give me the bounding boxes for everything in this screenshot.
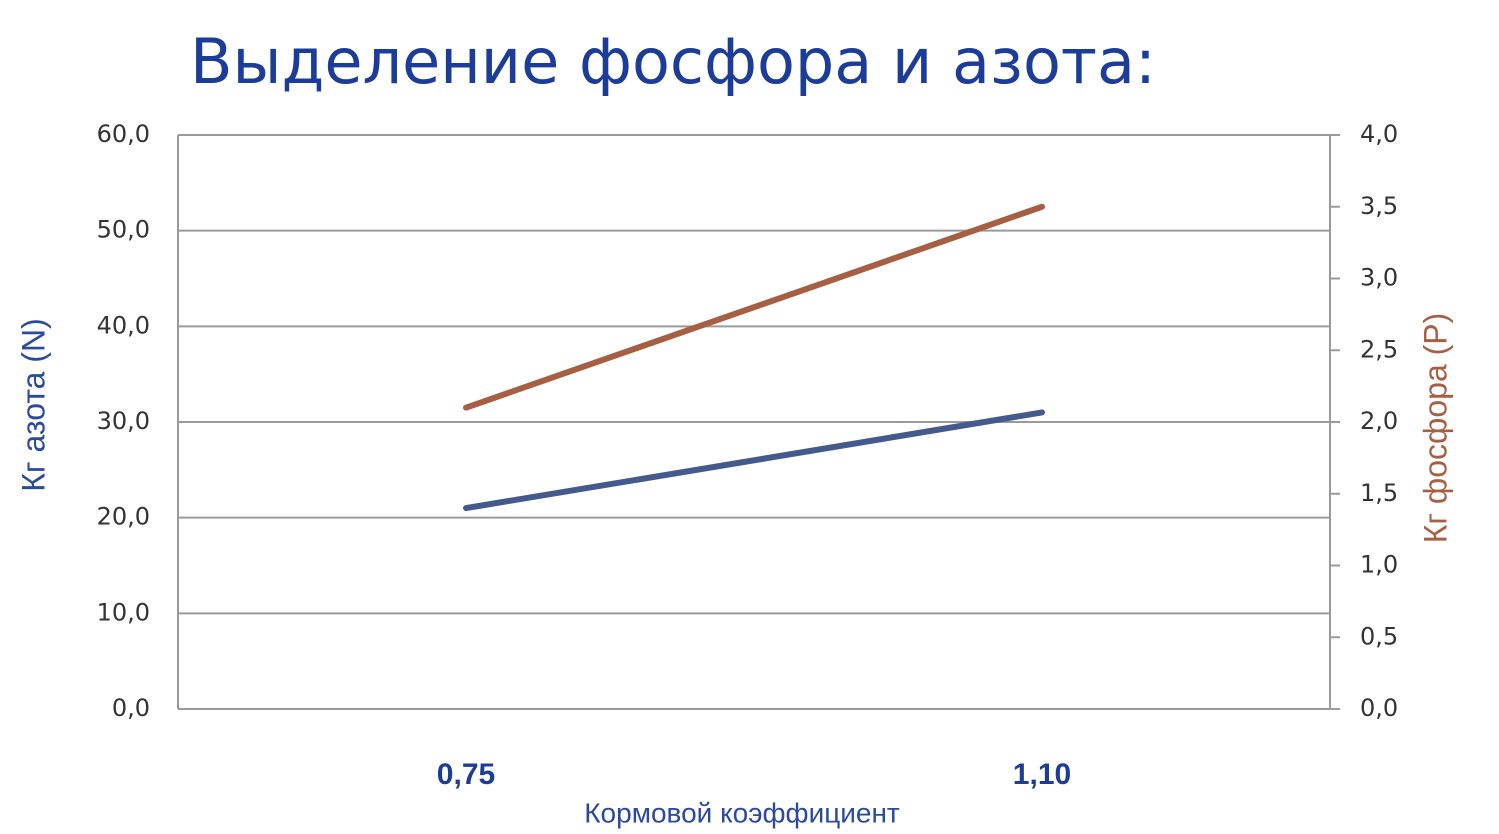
- y2-tick-label: 1,0: [1360, 551, 1398, 579]
- y-tick-label: 20,0: [97, 503, 150, 531]
- y-tick-label: 50,0: [97, 216, 150, 244]
- y-tick-label: 60,0: [97, 120, 150, 148]
- y2-tick-label: 2,0: [1360, 407, 1398, 435]
- y-axis-title: Кг азота (N): [15, 318, 51, 491]
- x-tick-label: 1,10: [1013, 758, 1071, 791]
- y2-tick-label: 1,5: [1360, 479, 1398, 507]
- y-tick-label: 40,0: [97, 311, 150, 339]
- y2-axis-title: Кг фосфора (P): [1417, 313, 1453, 544]
- y2-tick-label: 2,5: [1360, 335, 1398, 363]
- y2-tick-label: 3,0: [1360, 264, 1398, 292]
- y-tick-label: 10,0: [97, 598, 150, 626]
- y2-tick-label: 3,5: [1360, 192, 1398, 220]
- x-tick-label: 0,75: [437, 758, 495, 791]
- y-tick-label: 0,0: [112, 694, 150, 722]
- y2-tick-label: 0,5: [1360, 622, 1398, 650]
- x-axis-title: Кормовой коэффициент: [584, 797, 900, 828]
- y2-tick-label: 4,0: [1360, 120, 1398, 148]
- y-tick-label: 30,0: [97, 407, 150, 435]
- series-line: [463, 409, 1045, 512]
- y2-tick-label: 0,0: [1360, 694, 1398, 722]
- chart-title: Выделение фосфора и азота:: [190, 25, 1156, 98]
- series-line: [463, 203, 1045, 411]
